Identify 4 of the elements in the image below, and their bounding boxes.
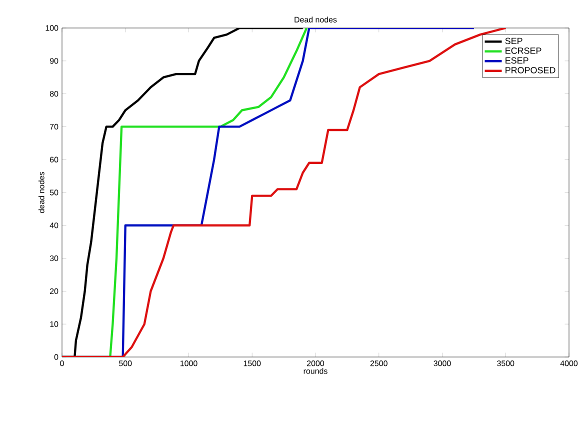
- legend-label: SEP: [505, 38, 522, 44]
- legend-label: ECRSEP: [506, 48, 542, 54]
- legend-label: ESEP: [506, 57, 528, 64]
- legend-label: PROPOSED: [506, 67, 556, 74]
